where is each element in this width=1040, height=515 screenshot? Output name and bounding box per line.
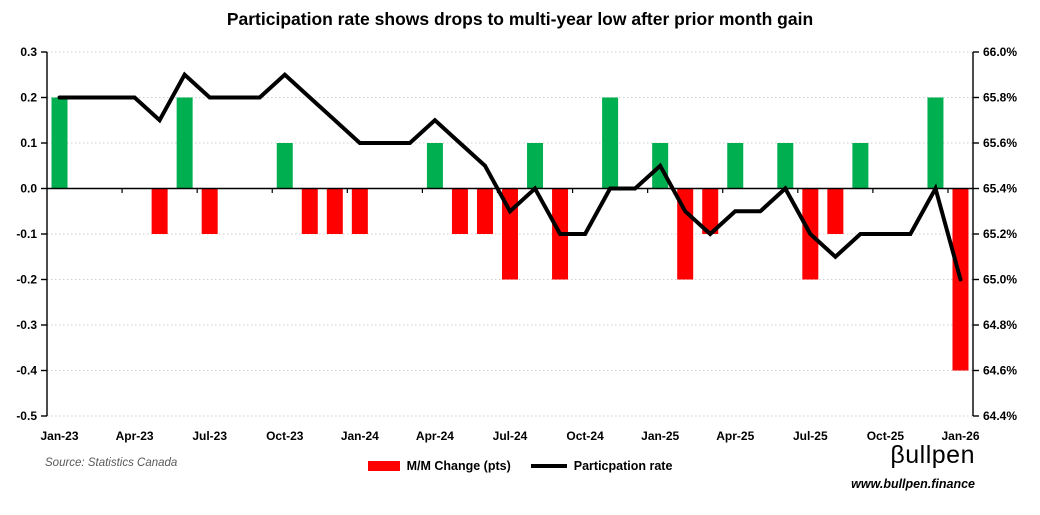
- y-axis-left-label: -0.5: [16, 409, 37, 423]
- participation-rate-line: [57, 71, 963, 282]
- legend-item-mm-change: M/M Change (pts): [367, 459, 511, 473]
- x-axis-label-Oct-24: Oct-24: [566, 429, 604, 443]
- bar-Jun-24: [476, 188, 493, 234]
- y-axis-right-label: 65.8%: [983, 91, 1017, 105]
- y-axis-right-label: 66.0%: [983, 45, 1017, 59]
- y-axis-left-label: 0.3: [20, 45, 37, 59]
- legend-line-swatch: [530, 464, 567, 468]
- legend-bar-swatch: [367, 461, 400, 471]
- x-axis-label-Jan-24: Jan-24: [341, 429, 379, 443]
- x-axis-label-Apr-24: Apr-24: [416, 429, 454, 443]
- legend-item-participation-rate: Particpation rate: [530, 459, 673, 473]
- x-axis-label-Jan-25: Jan-25: [641, 429, 679, 443]
- bar-Dec-25: [927, 97, 944, 189]
- y-axis-left-label: 0.1: [20, 136, 37, 150]
- bar-Jul-23: [201, 188, 218, 234]
- y-axis-left-label: 0.2: [20, 91, 37, 105]
- chart-title: Participation rate shows drops to multi-…: [226, 9, 814, 29]
- x-axis-label-Jul-23: Jul-23: [192, 429, 227, 443]
- y-axis-left-label: 0.0: [20, 182, 37, 196]
- bar-Feb-25: [677, 188, 694, 280]
- bar-Aug-25: [827, 188, 844, 234]
- y-axis-right-label: 65.0%: [983, 273, 1017, 287]
- bar-Nov-24: [602, 97, 619, 189]
- y-axis-right-label: 65.4%: [983, 182, 1017, 196]
- y-axis-right-label: 65.6%: [983, 136, 1017, 150]
- bar-Apr-25: [727, 143, 744, 189]
- bar-Dec-23: [326, 188, 343, 234]
- x-axis-label-Apr-23: Apr-23: [116, 429, 154, 443]
- bar-May-23: [151, 188, 168, 234]
- bar-Mar-25: [702, 188, 719, 234]
- bar-Apr-24: [426, 143, 443, 189]
- y-axis-right-label: 65.2%: [983, 227, 1017, 241]
- legend-bar-label: M/M Change (pts): [406, 459, 511, 473]
- website-url: www.bullpen.finance: [851, 476, 975, 491]
- x-axis-label-Oct-23: Oct-23: [266, 429, 304, 443]
- bar-Oct-23: [276, 143, 293, 189]
- bar-Jul-24: [502, 188, 518, 280]
- bar-Nov-23: [301, 188, 318, 234]
- y-axis-left-label: -0.2: [16, 273, 37, 287]
- x-axis-label-Jul-25: Jul-25: [793, 429, 828, 443]
- y-axis-left-label: -0.3: [16, 318, 37, 332]
- bar-May-24: [451, 188, 468, 234]
- y-axis-right-label: 64.8%: [983, 318, 1017, 332]
- y-axis-right-label: 64.6%: [983, 364, 1017, 378]
- bar-Jan-24: [351, 188, 368, 234]
- branding-block: βullpen www.bullpen.finance: [851, 441, 975, 491]
- bullpen-logo: βullpen: [890, 441, 975, 469]
- bar-Jun-25: [777, 143, 794, 189]
- y-axis-left-label: -0.4: [16, 364, 37, 378]
- bar-Aug-24: [527, 143, 544, 189]
- bar-Jun-23: [176, 97, 193, 189]
- source-note: Source: Statistics Canada: [45, 457, 178, 469]
- x-axis-label-Jan-23: Jan-23: [40, 429, 78, 443]
- x-axis-label-Jul-24: Jul-24: [493, 429, 528, 443]
- legend: M/M Change (pts) Particpation rate: [0, 459, 1040, 473]
- bar-Sep-25: [852, 143, 869, 189]
- x-axis-label-Oct-25: Oct-25: [867, 429, 905, 443]
- legend-line-label: Particpation rate: [573, 459, 673, 473]
- bar-Jan-23: [51, 97, 68, 189]
- y-axis-left-label: -0.1: [16, 227, 37, 241]
- x-axis-label-Apr-25: Apr-25: [716, 429, 754, 443]
- y-axis-right-label: 64.4%: [983, 409, 1017, 423]
- x-axis-label-Jan-26: Jan-26: [941, 429, 979, 443]
